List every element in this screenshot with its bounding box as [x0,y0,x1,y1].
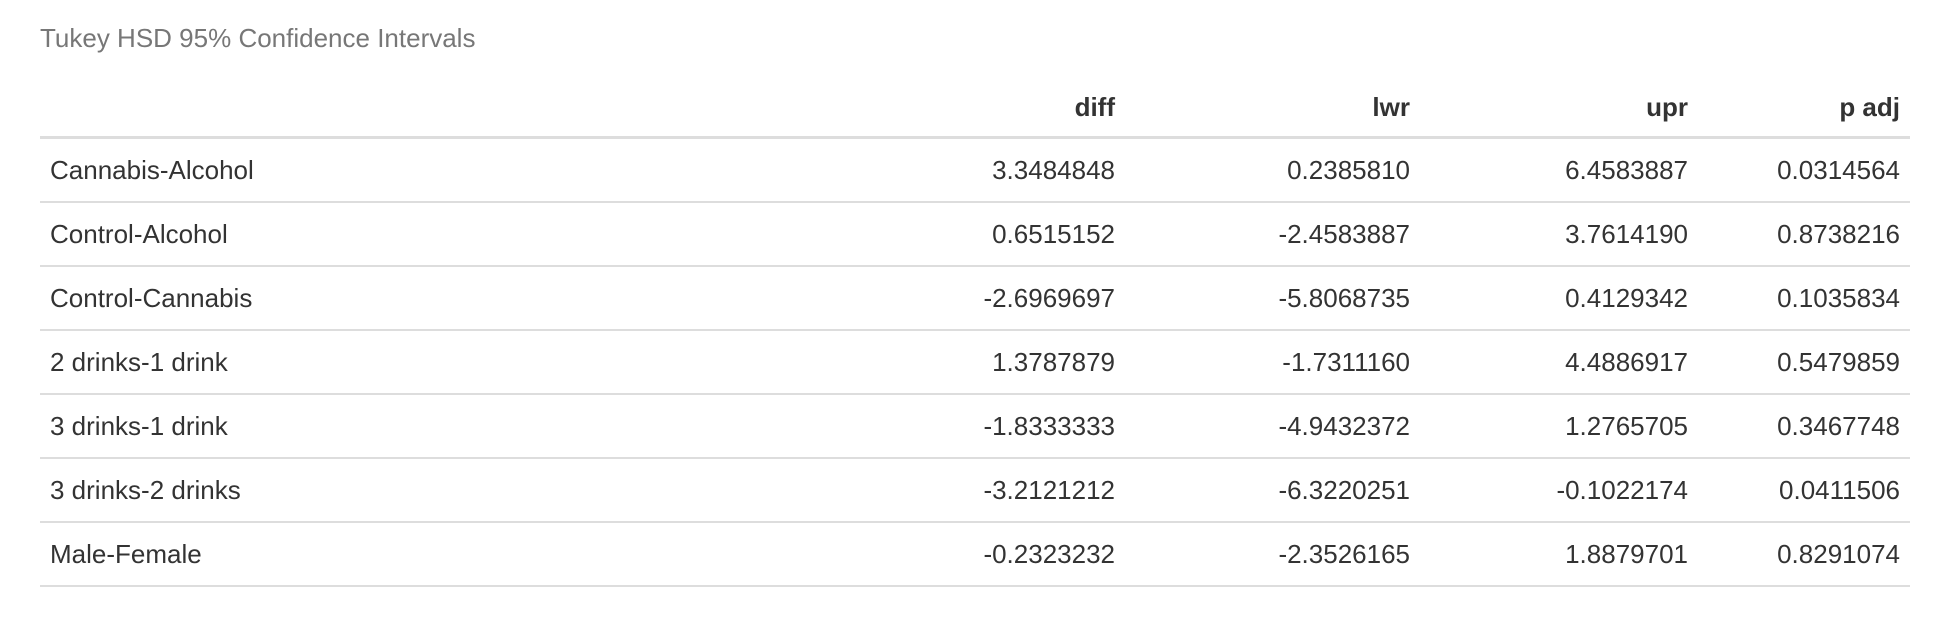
cell-p-adj: 0.8738216 [1698,202,1910,267]
cell-lwr: -2.3526165 [1125,522,1420,587]
table-row: 3 drinks-1 drink -1.8333333 -4.9432372 1… [40,394,1910,459]
cell-p-adj: 0.3467748 [1698,394,1910,459]
cell-comparison: Control-Alcohol [40,202,860,267]
cell-lwr: 0.2385810 [1125,137,1420,203]
cell-p-adj: 0.0411506 [1698,458,1910,523]
table-body: Cannabis-Alcohol 3.3484848 0.2385810 6.4… [40,137,1910,587]
table-row: Control-Alcohol 0.6515152 -2.4583887 3.7… [40,202,1910,267]
table-row: Control-Cannabis -2.6969697 -5.8068735 0… [40,266,1910,331]
cell-upr: 4.4886917 [1420,330,1698,395]
cell-lwr: -6.3220251 [1125,458,1420,523]
cell-comparison: Male-Female [40,522,860,587]
cell-lwr: -4.9432372 [1125,394,1420,459]
table-row: Cannabis-Alcohol 3.3484848 0.2385810 6.4… [40,137,1910,203]
cell-diff: -2.6969697 [860,266,1125,331]
cell-diff: -1.8333333 [860,394,1125,459]
table-row: 3 drinks-2 drinks -3.2121212 -6.3220251 … [40,458,1910,523]
header-row: diff lwr upr p adj [40,78,1910,139]
header-lwr: lwr [1125,78,1420,139]
table-caption: Tukey HSD 95% Confidence Intervals [40,23,476,53]
cell-comparison: 3 drinks-2 drinks [40,458,860,523]
cell-diff: -0.2323232 [860,522,1125,587]
cell-lwr: -2.4583887 [1125,202,1420,267]
tukey-hsd-table: diff lwr upr p adj Cannabis-Alcohol 3.34… [40,78,1910,587]
cell-upr: 0.4129342 [1420,266,1698,331]
header-p-adj: p adj [1698,78,1910,139]
cell-upr: 1.2765705 [1420,394,1698,459]
cell-p-adj: 0.8291074 [1698,522,1910,587]
cell-diff: 0.6515152 [860,202,1125,267]
cell-lwr: -1.7311160 [1125,330,1420,395]
cell-diff: 1.3787879 [860,330,1125,395]
cell-upr: 1.8879701 [1420,522,1698,587]
cell-upr: 6.4583887 [1420,137,1698,203]
header-upr: upr [1420,78,1698,139]
cell-upr: -0.1022174 [1420,458,1698,523]
cell-diff: 3.3484848 [860,137,1125,203]
cell-p-adj: 0.0314564 [1698,137,1910,203]
cell-comparison: 2 drinks-1 drink [40,330,860,395]
table-header: diff lwr upr p adj [40,78,1910,139]
cell-upr: 3.7614190 [1420,202,1698,267]
cell-p-adj: 0.5479859 [1698,330,1910,395]
header-diff: diff [860,78,1125,139]
table-row: Male-Female -0.2323232 -2.3526165 1.8879… [40,522,1910,587]
cell-lwr: -5.8068735 [1125,266,1420,331]
cell-comparison: 3 drinks-1 drink [40,394,860,459]
cell-comparison: Control-Cannabis [40,266,860,331]
header-comparison [40,78,860,139]
table-row: 2 drinks-1 drink 1.3787879 -1.7311160 4.… [40,330,1910,395]
cell-diff: -3.2121212 [860,458,1125,523]
cell-comparison: Cannabis-Alcohol [40,137,860,203]
cell-p-adj: 0.1035834 [1698,266,1910,331]
